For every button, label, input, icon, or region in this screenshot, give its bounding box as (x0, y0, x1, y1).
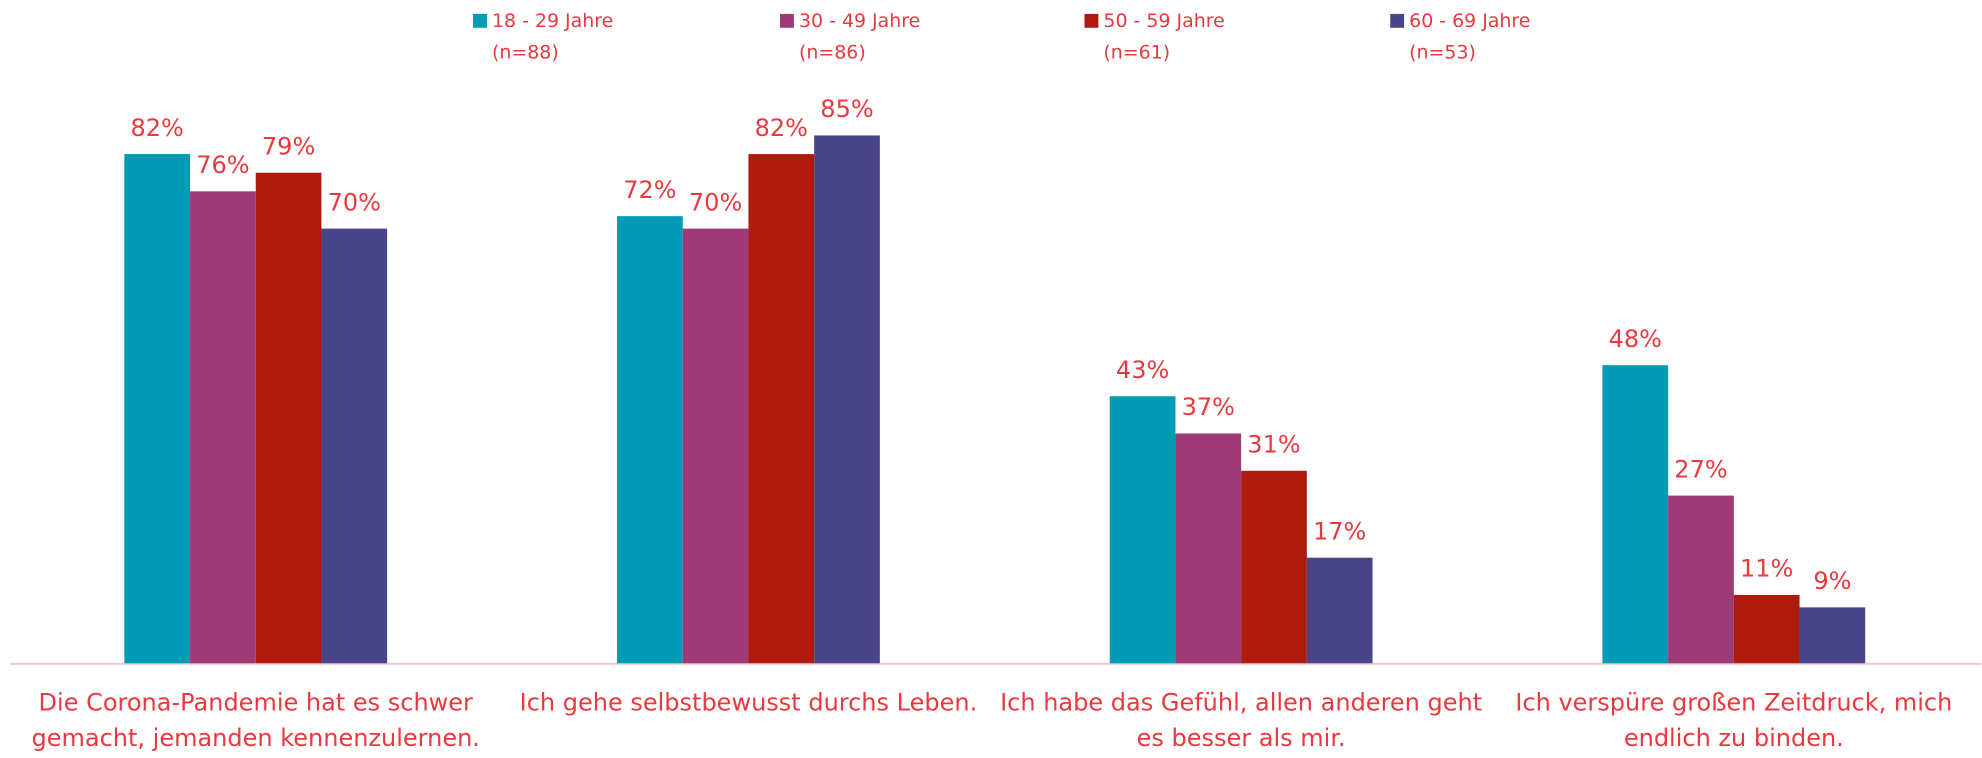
legend-note: (n=88) (492, 42, 559, 64)
bar (1109, 396, 1176, 664)
legend-swatch (1084, 13, 1099, 28)
legend-label: 30 - 49 Jahre (799, 10, 920, 32)
bar (255, 172, 322, 664)
bar (682, 228, 749, 664)
bar (617, 216, 683, 664)
legend-note: (n=61) (1103, 42, 1170, 64)
x-tick-label: endlich zu binden. (1624, 724, 1844, 752)
bar (1175, 433, 1242, 664)
bar (190, 191, 256, 664)
value-label: 82% (755, 114, 808, 142)
value-label: 79% (262, 132, 315, 160)
bar (1799, 607, 1866, 664)
bar (1241, 470, 1307, 664)
value-label: 76% (196, 151, 249, 179)
bar (748, 154, 815, 664)
value-label: 17% (1313, 517, 1366, 545)
legend-label: 50 - 59 Jahre (1103, 10, 1224, 32)
bar (124, 154, 191, 664)
x-tick-label: gemacht, jemanden kennenzulernen. (32, 724, 480, 752)
value-label: 31% (1247, 430, 1300, 458)
bar (1733, 594, 1800, 664)
value-label: 43% (1116, 356, 1169, 384)
legend-label: 18 - 29 Jahre (492, 10, 613, 32)
value-label: 70% (328, 188, 381, 216)
value-label: 85% (820, 95, 873, 123)
x-tick-label: Ich gehe selbstbewusst durchs Leben. (520, 689, 978, 717)
value-label: 48% (1609, 325, 1662, 353)
legend-label: 60 - 69 Jahre (1409, 10, 1530, 32)
x-tick-label: Ich verspüre großen Zeitdruck, mich (1515, 689, 1952, 717)
value-label: 9% (1813, 567, 1851, 595)
legend-swatch (473, 13, 487, 28)
value-label: 37% (1182, 393, 1235, 421)
x-tick-label: Die Corona-Pandemie hat es schwer (39, 689, 474, 717)
value-label: 82% (131, 114, 184, 142)
value-label: 70% (689, 188, 742, 216)
value-label: 27% (1674, 455, 1727, 483)
bar (1668, 495, 1734, 664)
value-label: 72% (623, 176, 676, 204)
legend-swatch (780, 13, 794, 28)
legend-note: (n=53) (1409, 42, 1476, 64)
x-tick-label: es besser als mir. (1137, 724, 1346, 752)
legend-note: (n=86) (799, 42, 866, 64)
legend-swatch (1390, 13, 1405, 28)
value-label: 11% (1740, 555, 1793, 583)
bar (814, 135, 880, 664)
bar (321, 228, 388, 664)
bar (1306, 557, 1373, 664)
bar (1602, 365, 1669, 664)
x-tick-label: Ich habe das Gefühl, allen anderen geht (1000, 689, 1482, 717)
